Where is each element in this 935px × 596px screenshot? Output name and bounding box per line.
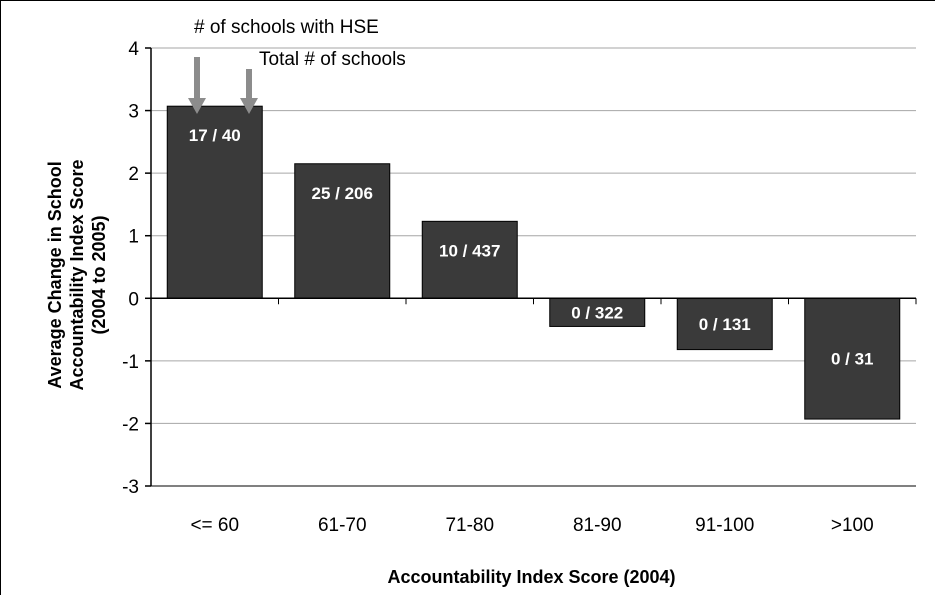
y-tick-label-7: 4 — [128, 39, 139, 60]
y-tick-label-5: 2 — [128, 164, 139, 185]
annotation-total-schools: Total # of schools — [259, 49, 406, 70]
arrow-total-schools — [240, 69, 258, 114]
annotation-schools-with-hse: # of schools with HSE — [194, 17, 379, 38]
y-axis-title-line-1: Accountability Index Score — [67, 159, 87, 390]
x-axis-title: Accountability Index Score (2004) — [387, 567, 675, 587]
axes — [145, 47, 917, 487]
y-tick-label-4: 1 — [128, 227, 139, 248]
bar-1 — [294, 163, 391, 299]
bar-label-3: 0 / 322 — [571, 303, 623, 322]
arrow-schools-with-hse — [188, 57, 206, 114]
x-tick-label-3: 81-90 — [573, 515, 622, 536]
bar-labels: 17 / 40 25 / 206 10 / 437 0 / 322 0 / 131 0 /… — [189, 126, 874, 368]
y-tick-label-2: -1 — [122, 352, 139, 373]
y-tick-label-0: -3 — [122, 477, 139, 498]
x-tick-label-0: <= 60 — [190, 515, 239, 536]
x-tick-label-2: 71-80 — [445, 515, 494, 536]
arrow-total-head — [240, 98, 258, 114]
arrow-hse-head — [188, 98, 206, 114]
bar-label-5: 0 / 31 — [831, 350, 874, 369]
gridlines — [151, 47, 916, 424]
y-axis-title: Average Change in School Accountability I… — [45, 159, 109, 390]
tick-labels: -3 -2 -1 0 1 2 3 4 <= 60 61-70 71-80 81-90 91-100 >10… — [122, 39, 874, 536]
x-tick-label-5: >100 — [831, 515, 874, 536]
bar-4 — [676, 297, 773, 351]
y-axis-title-line-2: (2004 to 2005) — [89, 215, 109, 334]
y-axis-title-line-0: Average Change in School — [45, 161, 65, 388]
y-tick-label-3: 0 — [128, 289, 139, 310]
bars — [166, 105, 901, 420]
bar-label-0: 17 / 40 — [189, 126, 241, 145]
bar-label-2: 10 / 437 — [439, 241, 500, 260]
bar-3 — [549, 297, 646, 327]
bar-5 — [804, 297, 901, 420]
bar-label-1: 25 / 206 — [312, 184, 373, 203]
y-tick-label-6: 3 — [128, 102, 139, 123]
y-tick-label-1: -2 — [122, 414, 139, 435]
x-tick-label-1: 61-70 — [318, 515, 367, 536]
x-tick-label-4: 91-100 — [695, 515, 754, 536]
bar-2 — [421, 220, 518, 299]
bar-label-4: 0 / 131 — [699, 315, 751, 334]
annotations: # of schools with HSE Total # of schools — [188, 17, 406, 114]
